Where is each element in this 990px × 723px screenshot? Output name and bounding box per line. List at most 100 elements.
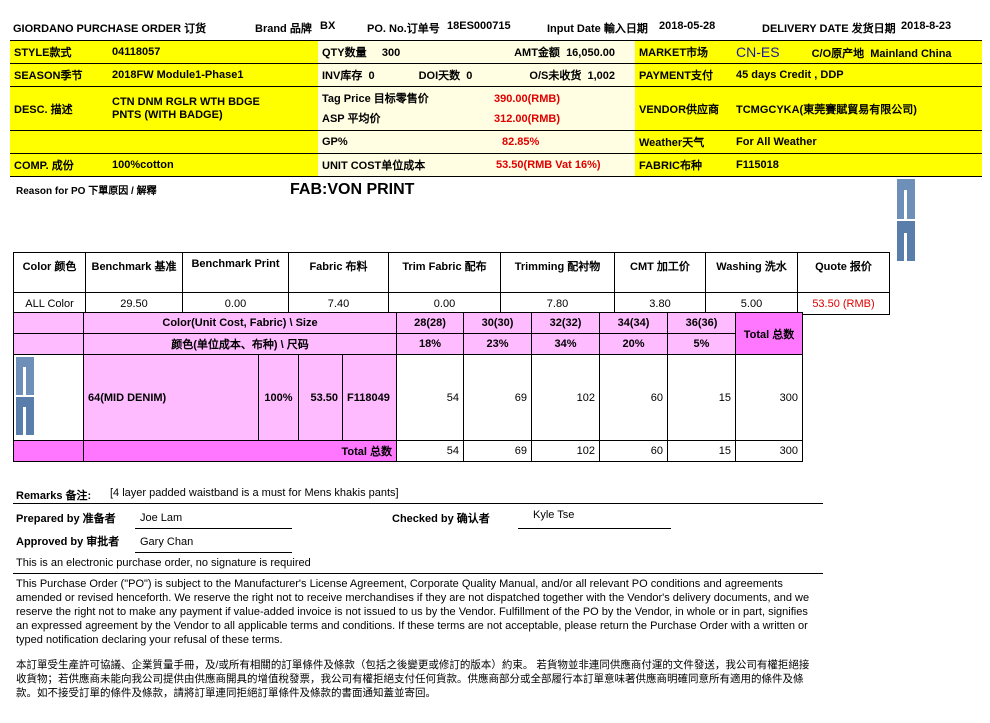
header-en: Color(Unit Cost, Fabric) \ Size <box>83 312 397 334</box>
cost-table: Color 颜色 Benchmark 基准 Benchmark Print Fabri… <box>13 252 890 315</box>
prepared-label: Prepared by 准备者 <box>16 513 116 525</box>
total-header: Total 总数 <box>735 312 803 355</box>
totals-row: Total 总数 54 69 102 60 15 300 <box>13 440 803 462</box>
unit-cost: 53.50(RMB Vat 16%) <box>438 153 635 177</box>
color: 64(MID DENIM) <box>83 354 259 441</box>
cost-header: Fabric 布料 <box>288 252 389 293</box>
prepared-line <box>135 528 292 529</box>
cost-header: Trimming 配衬物 <box>500 252 615 293</box>
fabric: F118049 <box>342 354 397 441</box>
market: CN-ES <box>736 43 780 60</box>
comp-label: COMP. 成份 <box>10 153 108 177</box>
total-qty: 69 <box>463 440 532 462</box>
brand: BX <box>320 20 336 32</box>
style-label: STYLE款式 <box>10 40 108 64</box>
co: Mainland China <box>870 47 952 60</box>
ratio: 18% <box>396 333 464 355</box>
terms-english: This Purchase Order ("PO") is subject to… <box>16 578 810 646</box>
style: 04118057 <box>108 40 318 64</box>
fabric-label: FABRIC布种 <box>635 153 732 177</box>
cost-header: Trim Fabric 配布 <box>388 252 501 293</box>
size-header: 30(30) <box>463 312 532 334</box>
vendor-label: VENDOR供应商 <box>635 86 732 131</box>
size-header: 34(34) <box>599 312 668 334</box>
inv-label: INV库存 <box>322 70 363 82</box>
vendor: TCMGCYKA(東莞賽賦貿易有限公司) <box>732 86 982 131</box>
size-header: 28(28) <box>396 312 464 334</box>
desc-text: CTN DNM RGLR WTH BDGE PNTS (WITH BADGE) <box>112 95 260 121</box>
market-co: CN-ES C/O原产地 Mainland China <box>732 40 982 64</box>
po-label: PO. No.订单号 <box>367 23 440 35</box>
approved-label: Approved by 审批者 <box>16 536 120 548</box>
inv: 0 <box>368 70 375 82</box>
po-number: 18ES000715 <box>447 20 511 32</box>
cost-header: Color 颜色 <box>13 252 86 293</box>
ratio: 23% <box>463 333 532 355</box>
asp: 312.00(RMB) <box>494 112 561 125</box>
gp-label: GP% <box>318 130 438 154</box>
cost-value: 29.50 <box>85 292 183 315</box>
tag-asp: Tag Price 目标零售价 390.00(RMB) ASP 平均价 312.00(… <box>318 86 635 131</box>
qty: 15 <box>667 354 736 441</box>
ratio: 20% <box>599 333 668 355</box>
cost-value: ALL Color <box>13 292 86 315</box>
terms-chinese: 本訂單受生產許可協議、企業質量手冊，及/或所有相關的訂單條件及條款（包括之後變更… <box>16 659 810 699</box>
cost-value: 53.50 (RMB) <box>797 292 890 315</box>
jeans-image <box>897 179 915 261</box>
ratio: 34% <box>531 333 600 355</box>
reason-label: Reason for PO 下單原因 / 解釋 <box>16 186 157 197</box>
qty: 60 <box>599 354 668 441</box>
asp-label: ASP 平均价 <box>322 112 381 125</box>
remarks-label: Remarks 备注: <box>16 490 92 502</box>
cost-header: Washing 洗水 <box>705 252 798 293</box>
season: 2018FW Module1-Phase1 <box>108 63 318 87</box>
input-date-label: Input Date 輸入日期 <box>547 23 648 35</box>
unit-cost-label: UNIT COST单位成本 <box>318 153 438 177</box>
image-header <box>13 333 84 355</box>
os: 1,002 <box>587 70 615 82</box>
image-header <box>13 312 84 334</box>
total-qty: 15 <box>667 440 736 462</box>
checked-label: Checked by 确认者 <box>392 513 490 525</box>
market-label: MARKET市场 <box>635 40 732 64</box>
payment: 45 days Credit , DDP <box>732 63 982 87</box>
prepared-by: Joe Lam <box>140 512 183 524</box>
tag-price: 390.00(RMB) <box>494 92 561 105</box>
payment-label: PAYMENT支付 <box>635 63 732 87</box>
qty: 69 <box>463 354 532 441</box>
delivery-date: 2018-8-23 <box>901 20 952 32</box>
total-qty: 54 <box>396 440 464 462</box>
info-table: STYLE款式 04118057 QTY数量 300 AMT金额 16,050.0… <box>10 40 982 177</box>
row-total: 300 <box>735 354 803 441</box>
fab-note: FAB:VON PRINT <box>290 181 415 198</box>
totals-blank <box>13 440 84 462</box>
jeans-image <box>16 357 34 435</box>
remarks: [4 layer padded waistband is a must for … <box>110 487 399 499</box>
totals-label: Total 总数 <box>83 440 397 462</box>
divider <box>13 503 823 504</box>
doi: 0 <box>466 70 473 82</box>
approved-by: Gary Chan <box>140 536 194 548</box>
fabric: F115018 <box>732 153 982 177</box>
cost-header: Quote 报价 <box>797 252 890 293</box>
cost-value: 7.80 <box>500 292 615 315</box>
qty: 102 <box>531 354 600 441</box>
product-image-cell <box>13 354 84 441</box>
cost-header: Benchmark Print <box>182 252 289 293</box>
input-date: 2018-05-28 <box>659 20 716 32</box>
checked-line <box>518 528 671 529</box>
qty-label: QTY数量 <box>322 47 367 59</box>
unit-cost: 53.50 <box>298 354 343 441</box>
cost-header: Benchmark 基准 <box>85 252 183 293</box>
divider <box>13 573 823 574</box>
cost-header: CMT 加工价 <box>614 252 706 293</box>
size-header: 36(36) <box>667 312 736 334</box>
table-row: 64(MID DENIM) 100% 53.50 F118049 54 69 102… <box>13 354 803 441</box>
doi-label: DOI天数 <box>418 70 461 82</box>
title: GIORDANO PURCHASE ORDER 订货 <box>13 23 207 35</box>
brand-label: Brand 品牌 <box>255 23 312 35</box>
os-label: O/S未收货 <box>529 70 582 82</box>
header-cn: 颜色(单位成本、布种) \ 尺码 <box>83 333 397 355</box>
co-label: C/O原产地 <box>811 47 865 60</box>
season-label: SEASON季节 <box>10 63 108 87</box>
